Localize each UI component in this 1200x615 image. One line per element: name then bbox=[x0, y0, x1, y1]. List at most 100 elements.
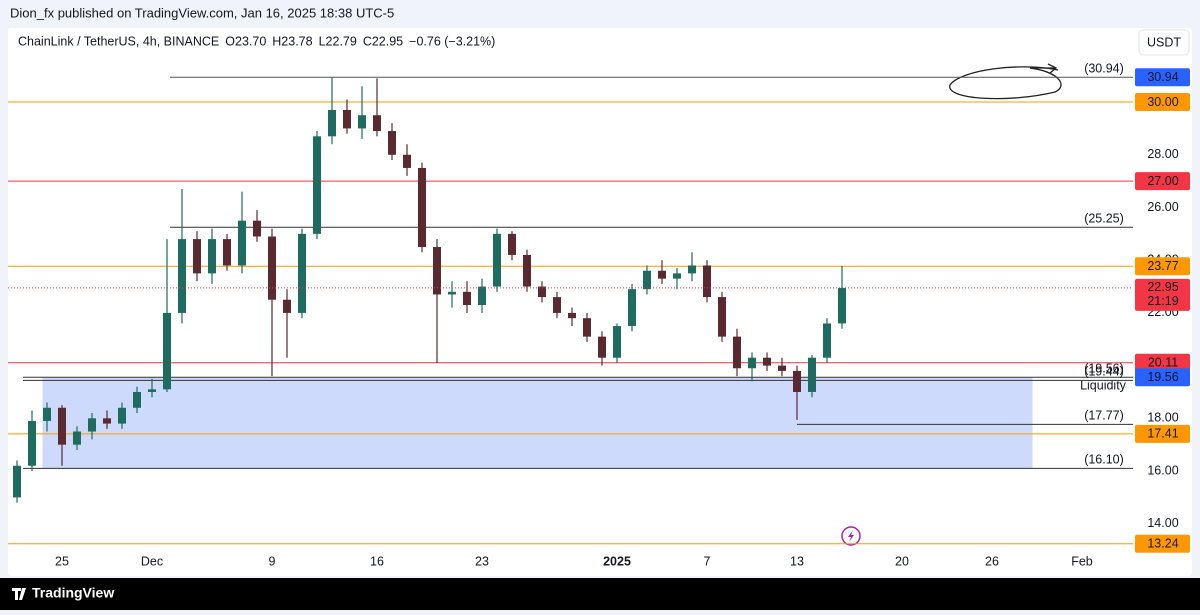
level-note: (25.25) bbox=[1084, 212, 1124, 226]
x-tick-label: Feb bbox=[1071, 554, 1093, 568]
symbol-info: C22.95 bbox=[363, 34, 403, 48]
x-tick-label: 25 bbox=[55, 554, 69, 568]
x-tick-label: Dec bbox=[141, 554, 163, 568]
candle-body bbox=[658, 270, 666, 279]
candle-body bbox=[598, 336, 606, 358]
price-box bbox=[1135, 424, 1190, 443]
level-note: (30.94) bbox=[1084, 62, 1124, 76]
candle-body bbox=[613, 326, 621, 358]
candle-body bbox=[628, 289, 636, 327]
candle-body bbox=[643, 270, 651, 290]
candle-body bbox=[823, 323, 831, 358]
level-note: (19.56) bbox=[1084, 362, 1124, 376]
candle-body bbox=[328, 109, 336, 137]
price-box bbox=[1135, 257, 1190, 276]
x-tick-label: 13 bbox=[790, 554, 804, 568]
candle-body bbox=[478, 286, 486, 305]
candle-body bbox=[808, 357, 816, 392]
price-box-label: 30.94 bbox=[1147, 70, 1178, 84]
liquidity-zone bbox=[42, 377, 1033, 469]
candle-body bbox=[343, 109, 351, 129]
candle-body bbox=[673, 273, 681, 279]
price-box bbox=[1135, 93, 1190, 112]
price-box bbox=[1135, 353, 1190, 372]
price-box bbox=[1135, 368, 1190, 387]
price-box bbox=[1135, 68, 1190, 87]
brand: TradingView bbox=[32, 585, 114, 601]
currency[interactable]: USDT bbox=[1147, 35, 1181, 49]
currency-button[interactable] bbox=[1138, 29, 1190, 56]
price-box-label: 17.41 bbox=[1147, 427, 1178, 441]
candle-body bbox=[718, 297, 726, 337]
candle-body bbox=[238, 220, 246, 266]
candle-body bbox=[148, 389, 156, 392]
candle-body bbox=[553, 297, 561, 313]
drawn-arrow bbox=[1030, 63, 1058, 74]
candle-body bbox=[568, 312, 576, 319]
countdown: 21:19 bbox=[1147, 294, 1178, 308]
candle-body bbox=[523, 254, 531, 287]
symbol-info: H23.78 bbox=[272, 34, 312, 48]
price-box-label: 27.00 bbox=[1147, 174, 1178, 188]
candle-body bbox=[28, 420, 36, 466]
candle-body bbox=[88, 418, 96, 432]
candle-body bbox=[373, 115, 381, 132]
zone-label: Liquidity bbox=[1080, 379, 1127, 393]
candle-body bbox=[688, 265, 696, 274]
price-box bbox=[1135, 534, 1190, 553]
candle-body bbox=[43, 407, 51, 421]
y-tick-label: 28.00 bbox=[1147, 147, 1178, 161]
candle-body bbox=[13, 465, 21, 498]
candle-body bbox=[733, 336, 741, 369]
candle-body bbox=[193, 239, 201, 274]
candle-body bbox=[538, 286, 546, 298]
y-tick-label: 18.00 bbox=[1147, 411, 1178, 425]
price-box bbox=[1135, 172, 1190, 191]
symbol-info: ChainLink / TetherUS, 4h, BINANCE bbox=[18, 34, 219, 48]
x-tick-label: 16 bbox=[370, 554, 384, 568]
candle-body bbox=[793, 370, 801, 392]
x-tick-label: 7 bbox=[704, 554, 711, 568]
price-box-label: 30.00 bbox=[1147, 95, 1178, 109]
candle-body bbox=[253, 220, 261, 237]
last-price-box bbox=[1135, 278, 1190, 311]
candle-body bbox=[388, 131, 396, 155]
candle-body bbox=[283, 299, 291, 313]
price-box-label: 13.24 bbox=[1147, 537, 1178, 551]
candle-body bbox=[208, 239, 216, 274]
last-price-label: 22.95 bbox=[1147, 280, 1178, 294]
lightning[interactable] bbox=[841, 526, 861, 546]
x-tick-label: 26 bbox=[985, 554, 999, 568]
candle-body bbox=[703, 265, 711, 298]
y-tick-label: 16.00 bbox=[1147, 463, 1178, 477]
symbol-info: O23.70 bbox=[225, 34, 266, 48]
x-tick-label: 9 bbox=[269, 554, 276, 568]
publisher: Dion_fx published on TradingView.com, Ja… bbox=[10, 5, 394, 20]
level-note: (17.77) bbox=[1084, 409, 1124, 423]
logo bbox=[12, 588, 26, 600]
candle-body bbox=[763, 357, 771, 366]
candle-body bbox=[133, 391, 141, 408]
candle-body bbox=[163, 312, 171, 390]
footer-bar bbox=[0, 578, 1200, 610]
symbol-info: L22.79 bbox=[319, 34, 357, 48]
candle-body bbox=[73, 431, 81, 445]
price-box-label: 19.56 bbox=[1147, 370, 1178, 384]
candle-body bbox=[298, 233, 306, 313]
candle-body bbox=[778, 365, 786, 371]
x-tick-label: 20 bbox=[895, 554, 909, 568]
candle-body bbox=[118, 407, 126, 424]
candle-body bbox=[493, 233, 501, 287]
candle-body bbox=[268, 236, 276, 300]
symbol-info: −0.76 (−3.21%) bbox=[409, 34, 495, 48]
candle-body bbox=[403, 154, 411, 168]
price-box-label: 20.11 bbox=[1148, 356, 1178, 370]
candle-body bbox=[58, 407, 66, 445]
candle-body bbox=[223, 239, 231, 266]
price-box-label: 23.77 bbox=[1147, 259, 1178, 273]
candle-body bbox=[358, 115, 366, 129]
candle-body bbox=[418, 167, 426, 248]
candle-body bbox=[178, 239, 186, 313]
